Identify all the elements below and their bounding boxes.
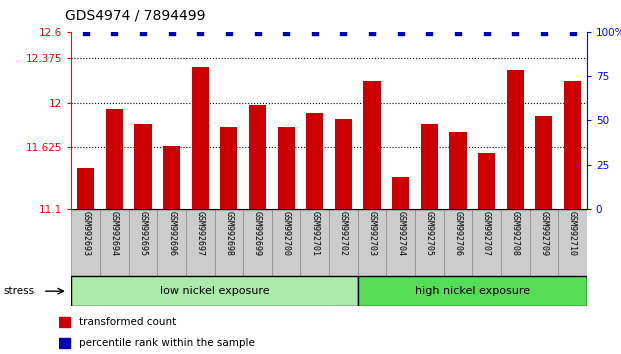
Point [310, 29, 320, 35]
Point [338, 29, 348, 35]
Text: GSM992697: GSM992697 [196, 211, 205, 256]
Text: GSM992693: GSM992693 [81, 211, 90, 256]
Text: low nickel exposure: low nickel exposure [160, 286, 270, 296]
FancyBboxPatch shape [415, 209, 443, 276]
Point [367, 29, 377, 35]
Text: GSM992702: GSM992702 [339, 211, 348, 256]
Text: GDS4974 / 7894499: GDS4974 / 7894499 [65, 9, 206, 23]
Text: percentile rank within the sample: percentile rank within the sample [79, 338, 255, 348]
Text: high nickel exposure: high nickel exposure [415, 286, 530, 296]
Bar [535, 116, 553, 209]
FancyBboxPatch shape [473, 209, 501, 276]
Point [195, 29, 205, 35]
FancyBboxPatch shape [100, 209, 129, 276]
Bar [358, 276, 587, 306]
Point [224, 29, 234, 35]
Text: GSM992701: GSM992701 [310, 211, 319, 256]
Text: GSM992708: GSM992708 [510, 211, 520, 256]
Bar [59, 338, 70, 348]
FancyBboxPatch shape [186, 209, 215, 276]
Point [109, 29, 119, 35]
FancyBboxPatch shape [71, 209, 100, 276]
FancyBboxPatch shape [329, 209, 358, 276]
Bar [278, 127, 295, 209]
Point [453, 29, 463, 35]
FancyBboxPatch shape [558, 209, 587, 276]
Point [81, 29, 91, 35]
Bar [363, 81, 381, 209]
Point [253, 29, 263, 35]
FancyBboxPatch shape [443, 209, 473, 276]
Point [166, 29, 176, 35]
Bar [71, 276, 358, 306]
FancyBboxPatch shape [358, 209, 386, 276]
Bar [478, 153, 495, 209]
Bar [163, 146, 180, 209]
Text: GSM992706: GSM992706 [453, 211, 463, 256]
Point [539, 29, 549, 35]
Text: transformed count: transformed count [79, 317, 176, 327]
Bar [421, 124, 438, 209]
Text: GSM992700: GSM992700 [282, 211, 291, 256]
Text: GSM992696: GSM992696 [167, 211, 176, 256]
Bar [77, 167, 94, 209]
Text: GSM992698: GSM992698 [224, 211, 233, 256]
FancyBboxPatch shape [530, 209, 558, 276]
Text: GSM992704: GSM992704 [396, 211, 406, 256]
Bar [507, 70, 524, 209]
Point [568, 29, 578, 35]
Bar [564, 81, 581, 209]
Bar [134, 124, 152, 209]
Bar [192, 67, 209, 209]
FancyBboxPatch shape [386, 209, 415, 276]
FancyBboxPatch shape [501, 209, 530, 276]
Text: GSM992703: GSM992703 [368, 211, 376, 256]
Text: GSM992694: GSM992694 [110, 211, 119, 256]
FancyBboxPatch shape [157, 209, 186, 276]
Text: stress: stress [3, 286, 34, 296]
Bar [106, 109, 123, 209]
Text: GSM992709: GSM992709 [540, 211, 548, 256]
Bar [306, 113, 324, 209]
FancyBboxPatch shape [129, 209, 157, 276]
Bar [249, 105, 266, 209]
Text: GSM992699: GSM992699 [253, 211, 262, 256]
Text: GSM992707: GSM992707 [482, 211, 491, 256]
FancyBboxPatch shape [301, 209, 329, 276]
Bar [220, 127, 237, 209]
Bar [335, 119, 352, 209]
Point [510, 29, 520, 35]
Text: GSM992705: GSM992705 [425, 211, 434, 256]
Point [281, 29, 291, 35]
Point [424, 29, 434, 35]
Text: GSM992695: GSM992695 [138, 211, 148, 256]
Point [396, 29, 406, 35]
Bar [59, 317, 70, 327]
FancyBboxPatch shape [243, 209, 272, 276]
Bar [450, 132, 466, 209]
Point [138, 29, 148, 35]
Text: GSM992710: GSM992710 [568, 211, 577, 256]
FancyBboxPatch shape [215, 209, 243, 276]
Point [482, 29, 492, 35]
Bar [392, 177, 409, 209]
FancyBboxPatch shape [272, 209, 301, 276]
